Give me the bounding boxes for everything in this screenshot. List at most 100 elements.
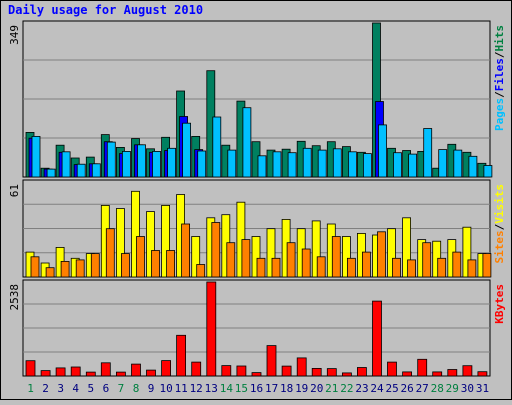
bar-kbytes-day-24 [372,300,382,377]
bar-sites-day-22 [346,257,356,278]
x-tick-label-day-4: 4 [72,382,79,395]
bar-kbytes-day-4 [70,366,81,377]
x-tick-label-day-7: 7 [118,382,125,395]
x-tick-label-day-20: 20 [310,382,323,395]
bar-pages-day-14 [227,149,237,178]
bar-sites-day-3 [60,260,70,278]
bar-pages-day-3 [61,151,71,178]
bar-pages-day-20 [317,149,327,178]
bar-kbytes-day-31 [477,371,488,377]
bar-sites-day-10 [166,250,176,278]
panel-middle-legend: Sites/Visits [493,184,506,264]
bar-pages-day-21 [332,148,342,178]
bar-kbytes-day-21 [326,368,337,377]
panel-bottom: 2538 KBytes [8,279,506,377]
x-tick-label-day-31: 31 [476,382,489,395]
legend-entry: Sites [493,230,506,263]
bar-pages-day-15 [242,107,252,178]
bar-visits-day-9 [146,211,155,278]
x-tick-label-day-22: 22 [340,382,353,395]
x-tick-label-day-18: 18 [280,382,293,395]
legend-entry: KBytes [493,284,506,324]
bar-sites-day-4 [75,259,85,278]
bar-visits-day-7 [116,208,125,278]
x-tick-label-day-21: 21 [325,382,338,395]
bar-pages-day-10 [167,147,177,178]
bar-pages-day-4 [76,163,86,178]
bar-sites-day-23 [361,251,371,278]
bar-kbytes-day-9 [146,369,156,377]
bar-sites-day-12 [196,264,206,278]
bar-pages-day-28 [438,149,448,178]
bar-pages-day-18 [287,152,297,178]
legend-entry: Files [493,58,506,91]
bar-sites-day-24 [377,231,386,278]
x-tick-label-day-14: 14 [220,382,234,395]
x-tick-label-day-5: 5 [87,382,94,395]
bar-pages-day-11 [182,122,192,178]
bar-sites-day-5 [90,253,100,278]
x-tick-label-day-15: 15 [235,382,248,395]
bar-sites-day-19 [301,248,311,278]
bar-kbytes-day-30 [462,365,473,377]
bar-kbytes-day-19 [296,357,307,377]
bar-pages-day-26 [408,153,418,178]
x-tick-label-day-25: 25 [385,382,398,395]
bar-pages-day-24 [378,124,387,178]
x-tick-label-day-6: 6 [103,382,110,395]
x-tick-label-day-17: 17 [265,382,278,395]
bar-kbytes-day-8 [131,363,141,377]
bar-visits-day-16 [251,236,261,278]
x-tick-label-day-19: 19 [295,382,308,395]
bar-pages-day-30 [468,155,478,178]
bar-kbytes-day-3 [55,367,66,377]
bar-sites-day-21 [331,236,341,278]
bar-sites-day-16 [256,257,266,278]
bar-kbytes-day-1 [25,360,36,377]
legend-entry: Pages [493,98,506,131]
bar-visits-day-12 [191,236,201,278]
bar-pages-day-5 [91,163,101,178]
x-tick-label-day-3: 3 [57,382,64,395]
bar-kbytes-day-12 [191,361,202,377]
panel-top-ymax-label: 349 [8,25,21,45]
panel-middle-ymax-label: 61 [8,184,21,197]
bar-kbytes-day-27 [417,358,428,377]
x-tick-label-day-23: 23 [355,382,368,395]
bar-kbytes-day-25 [387,361,397,377]
bar-kbytes-day-28 [432,371,443,377]
bar-pages-day-16 [257,155,267,178]
chart-title: Daily usage for August 2010 [8,3,203,17]
bar-sites-day-26 [407,259,417,278]
bar-sites-day-18 [286,242,296,278]
bar-kbytes-day-17 [266,345,277,377]
x-tick-label-day-12: 12 [190,382,203,395]
bar-sites-day-13 [211,222,221,278]
bar-kbytes-day-6 [100,362,111,377]
bar-sites-day-2 [45,267,55,278]
x-tick-label-day-29: 29 [446,382,459,395]
bar-pages-day-29 [453,149,463,178]
bar-visits-day-22 [341,236,351,278]
x-tick-label-day-11: 11 [175,382,188,395]
bar-visits-day-30 [462,226,472,278]
bar-sites-day-29 [452,251,462,278]
bar-kbytes-day-18 [281,365,292,377]
bar-kbytes-day-29 [447,369,458,377]
legend-entry: / [493,51,506,58]
bar-sites-day-17 [271,257,281,278]
legend-entry: Hits [493,25,506,52]
x-tick-label-day-13: 13 [205,382,218,395]
bar-pages-day-2 [46,168,56,178]
bar-pages-day-27 [423,128,433,178]
legend-entry: Visits [493,184,506,224]
panel-bottom-ymax-label: 2538 [8,284,21,311]
bar-kbytes-day-22 [341,372,352,377]
x-tick-label-day-9: 9 [148,382,155,395]
bar-pages-day-25 [393,152,402,178]
bar-visits-day-20 [311,220,321,278]
